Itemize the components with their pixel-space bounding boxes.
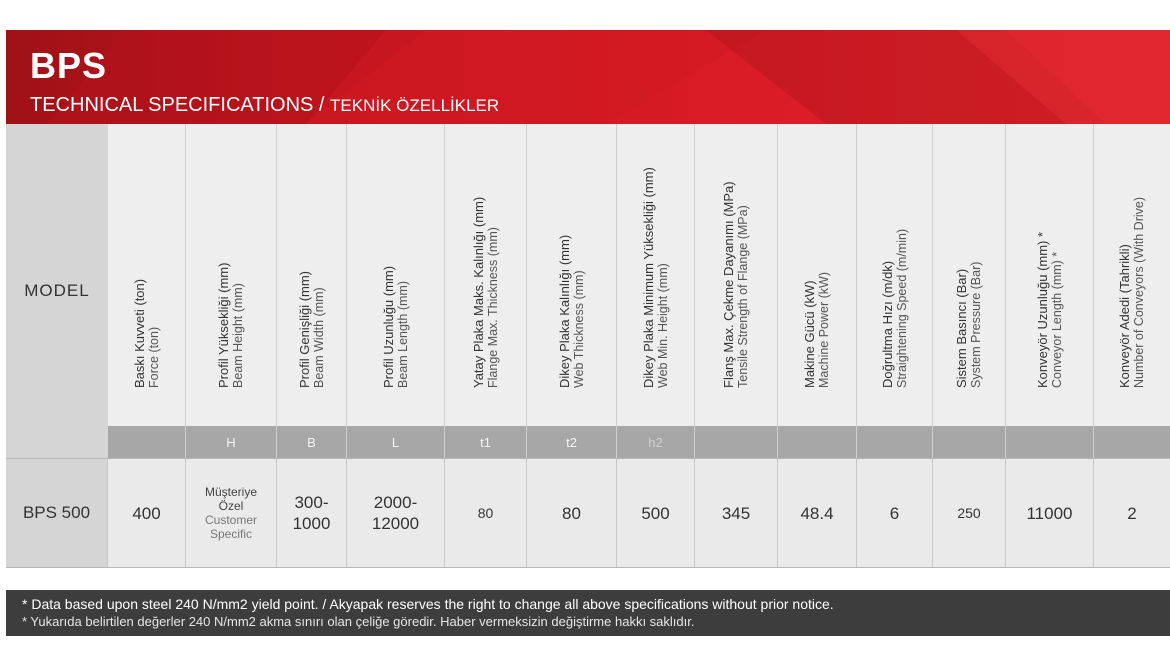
cell-web-thickness: 80 — [527, 459, 617, 567]
header-conveyor-count-en: Number of Conveyors (With Drive) — [1132, 196, 1146, 388]
header-force-tr: Baskı Kuvveti (ton) — [131, 278, 147, 388]
symbol-flange-thickness: t1 — [445, 426, 527, 458]
model-header-label: MODEL — [24, 281, 90, 300]
footnote-tr: * Yukarıda belirtilen değerler 240 N/mm2… — [22, 614, 695, 629]
header-beam-width: Profil Genişliği (mm) Beam Width (mm) — [277, 124, 347, 426]
header-web-min-height-tr: Dikey Plaka Minimum Yüksekliği (mm) — [640, 167, 656, 388]
symbol-system-pressure — [933, 426, 1006, 458]
cell-beam-height-tr: Müşteriye Özel — [204, 485, 257, 513]
symbol-beam-width: B — [277, 426, 347, 458]
symbol-machine-power — [778, 426, 857, 458]
header-straightening-speed-tr: Doğrultma Hızı (m/dk) — [879, 260, 895, 388]
header-machine-power-en: Machine Power (kW) — [817, 272, 831, 388]
cell-beam-height-en: Customer Specific — [204, 513, 257, 541]
header-force-en: Force (ton) — [146, 326, 161, 388]
header-web-thickness-tr: Dikey Plaka Kalınlığı (mm) — [556, 234, 572, 388]
footnote-bar: * Data based upon steel 240 N/mm2 yield … — [6, 590, 1170, 636]
header-web-thickness-en: Web Thickness (mm) — [571, 270, 586, 388]
cell-model: BPS 500 — [6, 459, 108, 567]
header-beam-height: Profil Yüksekliği (mm) Beam Height (mm) — [186, 124, 277, 426]
model-header: MODEL — [6, 124, 108, 458]
header-conveyor-length-en: Conveyor Length (mm) * — [1049, 251, 1064, 388]
symbol-web-min-height: h2 — [617, 426, 695, 458]
cell-system-pressure: 250 — [933, 459, 1006, 567]
header-web-min-height: Dikey Plaka Minimum Yüksekliği (mm) Web M… — [617, 124, 695, 426]
header-web-min-height-en: Web Min. Height (mm) — [655, 263, 670, 388]
header-beam-width-tr: Profil Genişliği (mm) — [296, 270, 312, 388]
symbol-conveyor-count — [1094, 426, 1170, 458]
header-beam-height-tr: Profil Yüksekliği (mm) — [216, 262, 231, 388]
header-flange-thickness-en: Flange Max. Thickness (mm) — [485, 227, 500, 388]
banner-decoration — [46, 30, 1170, 124]
cell-tensile-strength: 345 — [695, 459, 778, 567]
header-system-pressure-tr: Sistem Basıncı (Bar) — [954, 268, 969, 388]
cell-force: 400 — [108, 459, 186, 567]
title-banner: BPS TECHNICAL SPECIFICATIONS / TEKNİK ÖZ… — [6, 30, 1170, 124]
header-straightening-speed-en: Straightening Speed (m/min) — [894, 228, 909, 388]
footnote-en: * Data based upon steel 240 N/mm2 yield … — [22, 596, 834, 612]
symbol-straightening-speed — [857, 426, 933, 458]
cell-straightening-speed: 6 — [857, 459, 933, 567]
symbol-tensile-strength — [695, 426, 778, 458]
header-web-thickness: Dikey Plaka Kalınlığı (mm) Web Thickness … — [527, 124, 617, 426]
header-tensile-strength-en: Tensile Strength of Flange (MPa) — [736, 205, 750, 388]
header-tensile-strength: Flanş Max. Çekme Dayanımı (MPa) Tensile S… — [695, 124, 778, 426]
header-conveyor-length-tr: Konveyör Uzunluğu (mm) * — [1034, 231, 1050, 388]
header-beam-width-en: Beam Width (mm) — [311, 287, 326, 388]
header-beam-length-tr: Profil Uzunluğu (mm) — [380, 265, 396, 388]
header-machine-power-tr: Makine Gücü (kW) — [802, 280, 817, 388]
header-flange-thickness-tr: Yatay Plaka Maks. Kalınlığı (mm) — [470, 196, 486, 388]
cell-conveyor-length: 11000 — [1006, 459, 1094, 567]
header-beam-length: Profil Uzunluğu (mm) Beam Length (mm) — [347, 124, 445, 426]
symbol-beam-height: H — [186, 426, 277, 458]
header-tensile-strength-tr: Flanş Max. Çekme Dayanımı (MPa) — [721, 181, 736, 388]
symbol-beam-length: L — [347, 426, 445, 458]
cell-conveyor-count: 2 — [1127, 503, 1137, 523]
banner-subtitle: TECHNICAL SPECIFICATIONS / TEKNİK ÖZELLİ… — [30, 94, 499, 117]
header-system-pressure-en: System Pressure (Bar) — [969, 261, 983, 388]
subtitle-tr: TEKNİK ÖZELLİKLER — [330, 96, 500, 115]
symbol-web-thickness: t2 — [527, 426, 617, 458]
header-beam-height-en: Beam Height (mm) — [231, 283, 245, 388]
header-straightening-speed: Doğrultma Hızı (m/dk) Straightening Speed… — [857, 124, 933, 426]
subtitle-en: TECHNICAL SPECIFICATIONS — [30, 94, 314, 116]
cell-web-min-height: 500 — [617, 459, 695, 567]
spec-table: MODEL Baskı Kuvveti (ton) Force (ton) Pro… — [6, 124, 1170, 568]
cell-beam-height: Müşteriye Özel Customer Specific — [186, 459, 277, 567]
symbol-force — [108, 426, 186, 458]
cell-beam-length: 2000- 12000 — [347, 459, 445, 567]
cell-beam-width: 300- 1000 — [277, 459, 347, 567]
cell-machine-power: 48.4 — [778, 459, 857, 567]
header-force: Baskı Kuvveti (ton) Force (ton) — [108, 124, 186, 426]
header-flange-thickness: Yatay Plaka Maks. Kalınlığı (mm) Flange M… — [445, 124, 527, 426]
header-conveyor-length: Konveyör Uzunluğu (mm) * Conveyor Length … — [1006, 124, 1094, 426]
cell-flange-thickness: 80 — [445, 459, 527, 567]
header-beam-length-en: Beam Length (mm) — [395, 281, 410, 388]
brand-title: BPS — [30, 45, 108, 86]
header-system-pressure: Sistem Basıncı (Bar) System Pressure (Bar… — [933, 124, 1006, 426]
header-conveyor-count: Konveyör Adedi (Tahrikli) Number of Conve… — [1094, 124, 1170, 426]
header-conveyor-count-tr: Konveyör Adedi (Tahrikli) — [1117, 244, 1132, 388]
table-row: BPS 500 400 Müşteriye Özel Customer Spec… — [6, 458, 1170, 568]
header-machine-power: Makine Gücü (kW) Machine Power (kW) — [778, 124, 857, 426]
symbol-conveyor-length — [1006, 426, 1094, 458]
subtitle-separator: / — [313, 94, 331, 116]
